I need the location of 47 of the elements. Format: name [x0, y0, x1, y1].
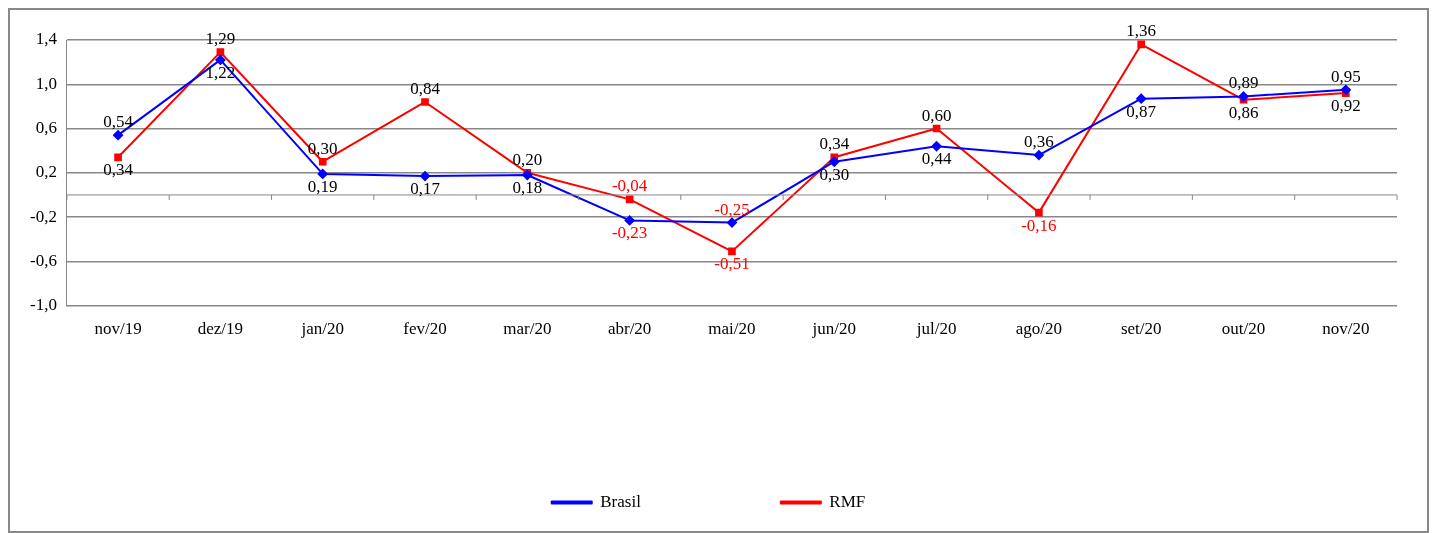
data-label: 0,86	[1228, 102, 1259, 122]
data-label: 0,84	[410, 78, 441, 98]
data-label: 0,19	[307, 176, 338, 196]
data-label: 1,29	[205, 29, 236, 49]
x-tick-label: nov/19	[94, 319, 142, 339]
x-tick-label: ago/20	[1015, 319, 1063, 339]
y-tick-label: -0,6	[29, 250, 57, 270]
data-label: -0,51	[714, 254, 750, 274]
data-label: -0,23	[611, 223, 648, 243]
x-tick-label: jun/20	[811, 319, 856, 339]
x-tick-label: dez/19	[197, 319, 244, 339]
data-label: 0,92	[1330, 96, 1361, 116]
x-tick-label: fev/20	[403, 319, 447, 339]
data-label: 0,20	[512, 149, 543, 169]
data-label: 0,17	[410, 179, 441, 199]
data-label: 0,54	[103, 112, 134, 132]
y-tick-label: 0,6	[35, 118, 57, 137]
data-label: 0,34	[103, 160, 134, 180]
data-label: 0,44	[921, 149, 952, 169]
data-label: 0,30	[307, 138, 338, 158]
data-label: 1,36	[1126, 21, 1157, 41]
x-tick-label: mai/20	[708, 319, 756, 339]
data-label: 0,18	[512, 177, 543, 197]
x-tick-label: mar/20	[503, 319, 552, 339]
data-label: 0,87	[1126, 101, 1157, 121]
data-label: -0,04	[611, 176, 648, 196]
data-label: 0,95	[1330, 66, 1361, 86]
data-label: 0,60	[921, 105, 952, 125]
x-tick-label: jan/20	[300, 319, 344, 339]
legend-label: Brasil	[600, 491, 642, 511]
data-label: 0,89	[1228, 73, 1259, 93]
x-tick-label: set/20	[1120, 319, 1162, 339]
y-tick-label: 1,4	[35, 29, 58, 49]
data-label: 0,34	[819, 134, 850, 154]
data-label: 0,30	[819, 164, 850, 184]
y-tick-label: 1,0	[35, 73, 57, 93]
x-tick-label: out/20	[1221, 319, 1266, 339]
x-tick-label: abr/20	[607, 319, 652, 339]
data-label: 0,36	[1024, 132, 1054, 152]
x-tick-label: jul/20	[915, 319, 957, 339]
x-tick-label: nov/20	[1322, 319, 1370, 339]
y-tick-label: -0,2	[29, 206, 57, 226]
data-label: -0,16	[1021, 215, 1057, 235]
y-tick-label: -1,0	[29, 295, 57, 315]
data-label: -0,25	[714, 199, 750, 219]
y-tick-label: 0,2	[35, 162, 57, 182]
legend-label: RMF	[829, 491, 866, 511]
